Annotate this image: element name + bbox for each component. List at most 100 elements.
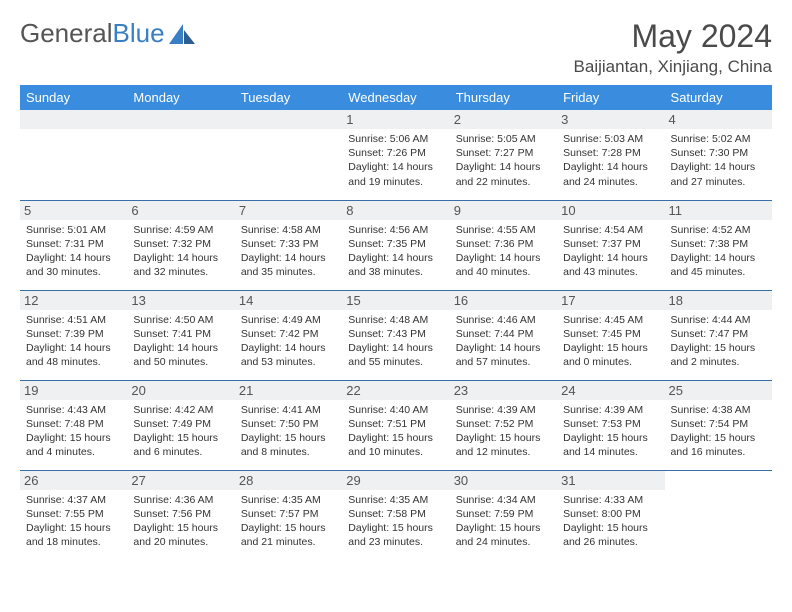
calendar-day-cell: 11 Sunrise: 4:52 AMSunset: 7:38 PMDayligh… — [665, 200, 772, 290]
day-details: Sunrise: 4:52 AMSunset: 7:38 PMDaylight:… — [671, 223, 766, 280]
weekday-header-cell: Friday — [557, 85, 664, 110]
calendar-day-cell: 1 Sunrise: 5:06 AMSunset: 7:26 PMDaylight… — [342, 110, 449, 200]
calendar-day-cell: 21Sunrise: 4:41 AMSunset: 7:50 PMDayligh… — [235, 380, 342, 470]
weekday-header-cell: Wednesday — [342, 85, 449, 110]
calendar-day-cell: 22 Sunrise: 4:40 AMSunset: 7:51 PMDayligh… — [342, 380, 449, 470]
calendar-day-cell: 23 Sunrise: 4:39 AMSunset: 7:52 PMDayligh… — [450, 380, 557, 470]
calendar-day-cell: 5 Sunrise: 5:01 AMSunset: 7:31 PMDaylight… — [20, 200, 127, 290]
day-details: Sunrise: 4:46 AMSunset: 7:44 PMDaylight:… — [456, 313, 551, 370]
day-details: Sunrise: 4:43 AMSunset: 7:48 PMDaylight:… — [26, 403, 121, 460]
day-number-empty — [127, 110, 234, 129]
calendar-day-cell: 27Sunrise: 4:36 AMSunset: 7:56 PMDayligh… — [127, 470, 234, 560]
day-details: Sunrise: 4:40 AMSunset: 7:51 PMDaylight:… — [348, 403, 443, 460]
day-details: Sunrise: 4:39 AMSunset: 7:53 PMDaylight:… — [563, 403, 658, 460]
calendar-day-cell: 29Sunrise: 4:35 AMSunset: 7:58 PMDayligh… — [342, 470, 449, 560]
calendar-week-row: 26 Sunrise: 4:37 AMSunset: 7:55 PMDayligh… — [20, 470, 772, 560]
day-number: 24 — [557, 381, 664, 400]
day-number: 2 — [450, 110, 557, 129]
day-details: Sunrise: 4:59 AMSunset: 7:32 PMDaylight:… — [133, 223, 228, 280]
weekday-header: SundayMondayTuesdayWednesdayThursdayFrid… — [20, 85, 772, 110]
calendar-page: GeneralBlue May 2024 Baijiantan, Xinjian… — [0, 0, 792, 578]
day-details: Sunrise: 5:05 AMSunset: 7:27 PMDaylight:… — [456, 132, 551, 189]
day-number: 26 — [20, 471, 127, 490]
day-details: Sunrise: 4:38 AMSunset: 7:54 PMDaylight:… — [671, 403, 766, 460]
location-text: Baijiantan, Xinjiang, China — [574, 57, 772, 77]
calendar-day-cell: 12 Sunrise: 4:51 AMSunset: 7:39 PMDayligh… — [20, 290, 127, 380]
calendar-day-cell: 24 Sunrise: 4:39 AMSunset: 7:53 PMDayligh… — [557, 380, 664, 470]
day-details: Sunrise: 4:33 AMSunset: 8:00 PMDaylight:… — [563, 493, 658, 550]
day-number: 23 — [450, 381, 557, 400]
day-details: Sunrise: 4:42 AMSunset: 7:49 PMDaylight:… — [133, 403, 228, 460]
day-number: 19 — [20, 381, 127, 400]
day-number: 27 — [127, 471, 234, 490]
day-number: 25 — [665, 381, 772, 400]
weekday-header-cell: Tuesday — [235, 85, 342, 110]
day-number: 17 — [557, 291, 664, 310]
weekday-header-cell: Sunday — [20, 85, 127, 110]
calendar-day-cell: 10 Sunrise: 4:54 AMSunset: 7:37 PMDayligh… — [557, 200, 664, 290]
day-number: 21 — [235, 381, 342, 400]
day-details: Sunrise: 5:01 AMSunset: 7:31 PMDaylight:… — [26, 223, 121, 280]
day-number: 12 — [20, 291, 127, 310]
day-number-empty — [235, 110, 342, 129]
calendar-body: 1 Sunrise: 5:06 AMSunset: 7:26 PMDaylight… — [20, 110, 772, 560]
brand-logo: GeneralBlue — [20, 18, 195, 49]
calendar-day-cell: 6 Sunrise: 4:59 AMSunset: 7:32 PMDaylight… — [127, 200, 234, 290]
calendar-day-cell — [127, 110, 234, 200]
calendar-day-cell: 17Sunrise: 4:45 AMSunset: 7:45 PMDayligh… — [557, 290, 664, 380]
calendar-day-cell: 31Sunrise: 4:33 AMSunset: 8:00 PMDayligh… — [557, 470, 664, 560]
day-details: Sunrise: 4:54 AMSunset: 7:37 PMDaylight:… — [563, 223, 658, 280]
calendar-week-row: 19 Sunrise: 4:43 AMSunset: 7:48 PMDayligh… — [20, 380, 772, 470]
day-number: 20 — [127, 381, 234, 400]
calendar-week-row: 12 Sunrise: 4:51 AMSunset: 7:39 PMDayligh… — [20, 290, 772, 380]
day-details: Sunrise: 4:34 AMSunset: 7:59 PMDaylight:… — [456, 493, 551, 550]
day-details: Sunrise: 5:03 AMSunset: 7:28 PMDaylight:… — [563, 132, 658, 189]
day-details: Sunrise: 4:58 AMSunset: 7:33 PMDaylight:… — [241, 223, 336, 280]
calendar-day-cell: 20 Sunrise: 4:42 AMSunset: 7:49 PMDayligh… — [127, 380, 234, 470]
day-details: Sunrise: 5:06 AMSunset: 7:26 PMDaylight:… — [348, 132, 443, 189]
day-details: Sunrise: 4:51 AMSunset: 7:39 PMDaylight:… — [26, 313, 121, 370]
calendar-day-cell: 19 Sunrise: 4:43 AMSunset: 7:48 PMDayligh… — [20, 380, 127, 470]
calendar-table: SundayMondayTuesdayWednesdayThursdayFrid… — [20, 85, 772, 560]
day-number: 28 — [235, 471, 342, 490]
calendar-day-cell — [235, 110, 342, 200]
calendar-week-row: 1 Sunrise: 5:06 AMSunset: 7:26 PMDaylight… — [20, 110, 772, 200]
day-number: 15 — [342, 291, 449, 310]
day-details: Sunrise: 4:39 AMSunset: 7:52 PMDaylight:… — [456, 403, 551, 460]
brand-sail-icon — [169, 24, 195, 44]
day-number-empty — [20, 110, 127, 129]
day-details: Sunrise: 4:50 AMSunset: 7:41 PMDaylight:… — [133, 313, 228, 370]
header: GeneralBlue May 2024 Baijiantan, Xinjian… — [20, 18, 772, 77]
day-number: 3 — [557, 110, 664, 129]
day-number: 4 — [665, 110, 772, 129]
day-details: Sunrise: 4:44 AMSunset: 7:47 PMDaylight:… — [671, 313, 766, 370]
calendar-day-cell: 7 Sunrise: 4:58 AMSunset: 7:33 PMDaylight… — [235, 200, 342, 290]
day-number: 7 — [235, 201, 342, 220]
title-block: May 2024 Baijiantan, Xinjiang, China — [574, 18, 772, 77]
day-number: 30 — [450, 471, 557, 490]
day-number: 9 — [450, 201, 557, 220]
day-details: Sunrise: 4:35 AMSunset: 7:58 PMDaylight:… — [348, 493, 443, 550]
calendar-day-cell — [665, 470, 772, 560]
day-details: Sunrise: 5:02 AMSunset: 7:30 PMDaylight:… — [671, 132, 766, 189]
day-details: Sunrise: 4:49 AMSunset: 7:42 PMDaylight:… — [241, 313, 336, 370]
day-number: 11 — [665, 201, 772, 220]
day-number: 1 — [342, 110, 449, 129]
calendar-day-cell: 28 Sunrise: 4:35 AMSunset: 7:57 PMDayligh… — [235, 470, 342, 560]
calendar-day-cell: 16 Sunrise: 4:46 AMSunset: 7:44 PMDayligh… — [450, 290, 557, 380]
weekday-header-cell: Thursday — [450, 85, 557, 110]
day-number: 6 — [127, 201, 234, 220]
brand-text-2: Blue — [113, 18, 165, 49]
calendar-day-cell: 30 Sunrise: 4:34 AMSunset: 7:59 PMDayligh… — [450, 470, 557, 560]
calendar-day-cell: 14Sunrise: 4:49 AMSunset: 7:42 PMDayligh… — [235, 290, 342, 380]
day-number: 5 — [20, 201, 127, 220]
day-details: Sunrise: 4:35 AMSunset: 7:57 PMDaylight:… — [241, 493, 336, 550]
day-number: 22 — [342, 381, 449, 400]
calendar-day-cell: 26 Sunrise: 4:37 AMSunset: 7:55 PMDayligh… — [20, 470, 127, 560]
day-details: Sunrise: 4:37 AMSunset: 7:55 PMDaylight:… — [26, 493, 121, 550]
calendar-day-cell: 2 Sunrise: 5:05 AMSunset: 7:27 PMDaylight… — [450, 110, 557, 200]
day-details: Sunrise: 4:48 AMSunset: 7:43 PMDaylight:… — [348, 313, 443, 370]
day-number: 16 — [450, 291, 557, 310]
day-number: 10 — [557, 201, 664, 220]
calendar-day-cell: 9Sunrise: 4:55 AMSunset: 7:36 PMDaylight… — [450, 200, 557, 290]
